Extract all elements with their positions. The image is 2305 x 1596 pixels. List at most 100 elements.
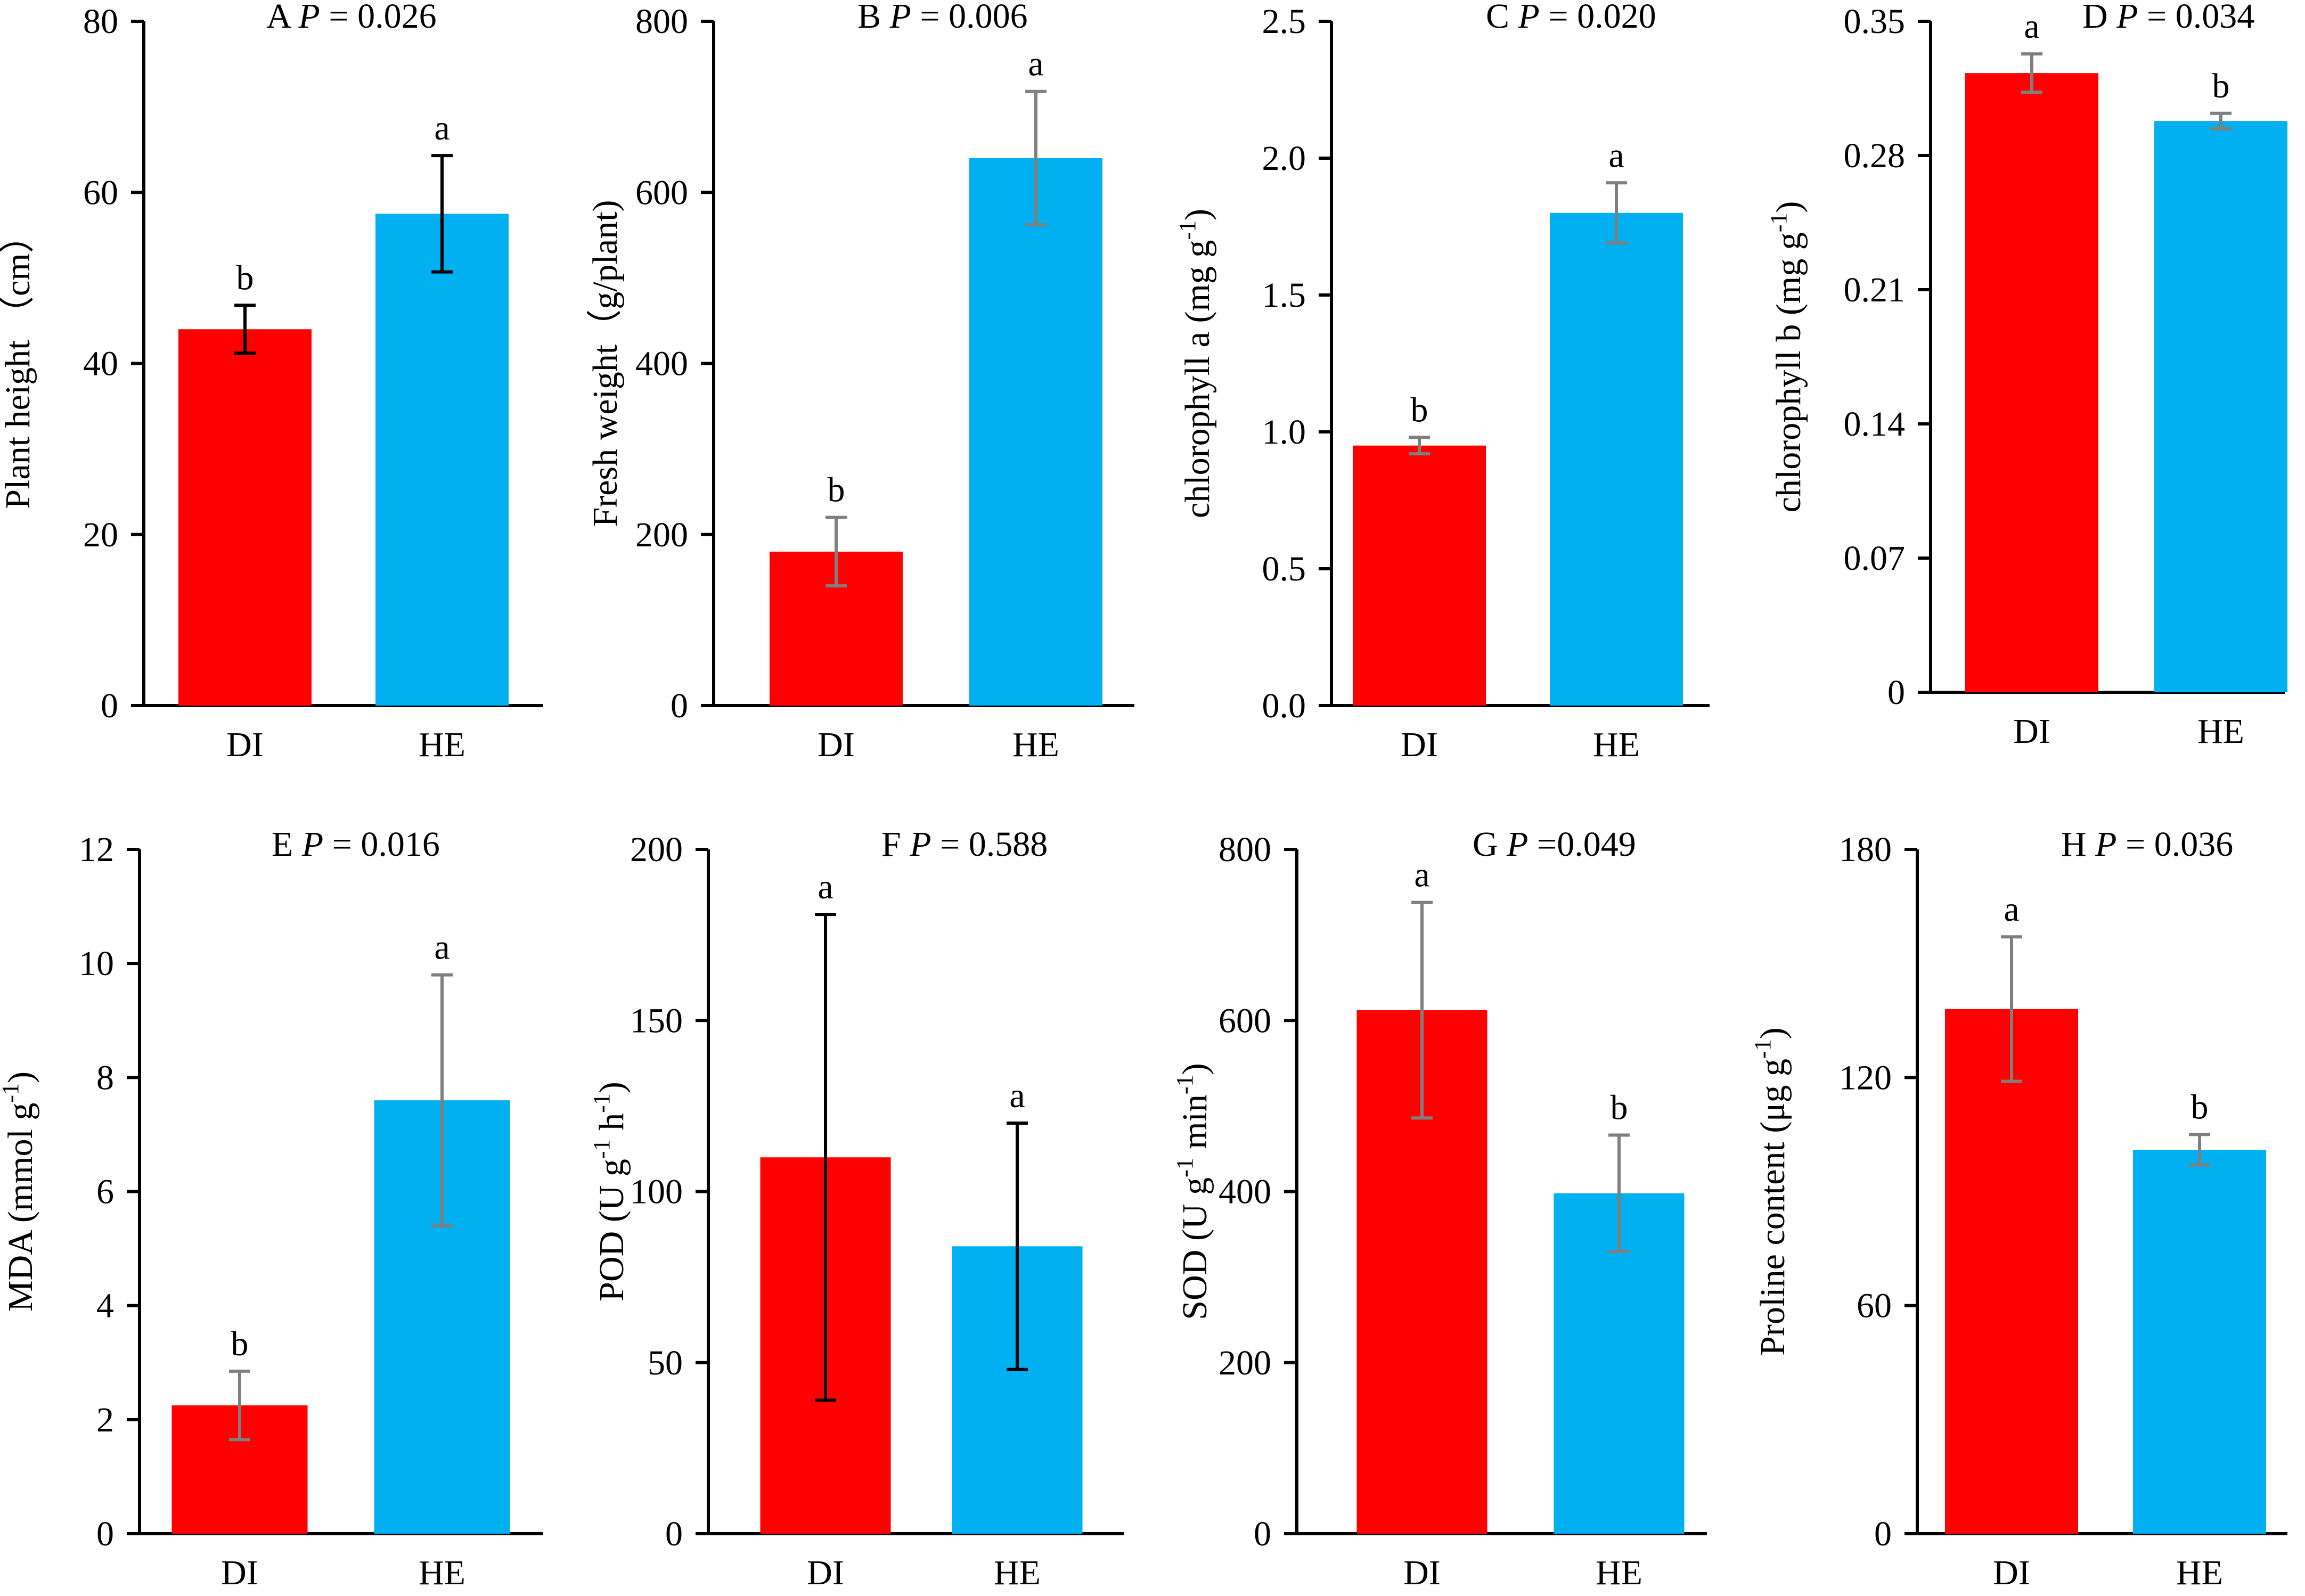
p-value: = 0.026 xyxy=(320,0,437,36)
y-tick-label: 10 xyxy=(79,944,114,983)
p-symbol: P xyxy=(1518,0,1540,36)
p-value: = 0.020 xyxy=(1540,0,1656,36)
panel-title: A P = 0.026 xyxy=(266,0,437,36)
panel-letter: D xyxy=(2082,0,2108,36)
y-tick-label: 800 xyxy=(1219,830,1271,869)
bar-di xyxy=(178,329,312,706)
significance-label: a xyxy=(1009,1076,1025,1115)
y-axis-title-main: Plant height （cm） xyxy=(0,218,37,509)
p-symbol: P xyxy=(909,825,931,864)
panel-e: 0 2 4 6 8 10 12 b DI a HE E P = 0.016 MDA (mmol g-1) xyxy=(0,825,543,1592)
y-tick-label: 400 xyxy=(1219,1173,1271,1212)
panel-letter: E xyxy=(272,825,293,864)
y-axis-title: chlorophyll a (mg g-1) xyxy=(1174,209,1217,518)
y-axis-title: Proline content (μg g-1) xyxy=(1750,1027,1792,1355)
panel-title-gap xyxy=(881,0,890,36)
category-label: HE xyxy=(419,725,465,764)
y-tick-label: 180 xyxy=(1839,830,1892,869)
y-tick-label: 600 xyxy=(1219,1001,1271,1040)
y-axis-title-main: Proline content (μg g xyxy=(1753,1059,1792,1356)
bar-he xyxy=(375,214,509,706)
y-tick-label: 0.14 xyxy=(1844,405,1906,444)
y-tick-label: 0.35 xyxy=(1844,2,1906,41)
y-axis-title-end: ) xyxy=(1175,1063,1214,1075)
p-value: = 0.588 xyxy=(931,825,1048,864)
category-label: HE xyxy=(2197,712,2244,751)
y-axis-title-main: chlorophyll a (mg g xyxy=(1178,240,1217,518)
bar-he xyxy=(1550,212,1683,706)
y-tick-label: 0 xyxy=(1887,673,1905,712)
panel-title-gap xyxy=(290,0,299,36)
y-tick-label: 0 xyxy=(671,686,688,725)
y-tick-label: 60 xyxy=(83,173,118,212)
y-tick-label: 1.5 xyxy=(1262,276,1306,315)
y-axis-title: MDA (mmol g-1) xyxy=(0,1071,40,1312)
y-tick-label: 0.07 xyxy=(1844,539,1906,578)
y-tick-label: 0.0 xyxy=(1262,686,1306,725)
category-label: HE xyxy=(994,1553,1041,1592)
significance-label: b xyxy=(1611,1088,1628,1127)
panel-title-gap xyxy=(2087,825,2096,864)
significance-label: a xyxy=(1028,45,1043,84)
category-label: HE xyxy=(1596,1553,1642,1592)
y-axis-title: chlorophyll b (mg g-1) xyxy=(1765,201,1808,513)
y-axis-title-sup: -1 xyxy=(1750,1039,1776,1059)
panel-title: G P =0.049 xyxy=(1473,825,1636,864)
y-axis-title-sup: -1 xyxy=(588,1139,615,1159)
panel-title-gap xyxy=(293,825,302,864)
y-tick-label: 120 xyxy=(1839,1058,1892,1097)
panel-a: 0 20 40 60 80 b DI a HE A P = 0.026 Plant height （… xyxy=(0,0,543,764)
y-axis-title-main: chlorophyll b (mg g xyxy=(1769,232,1808,512)
panel-d: 0 0.07 0.14 0.21 0.28 0.35 a DI b HE D P = 0.034 ch… xyxy=(1765,0,2287,751)
panel-letter: A xyxy=(266,0,292,36)
panel-title: H P = 0.036 xyxy=(2061,825,2233,864)
y-axis-title-main: POD (U g xyxy=(592,1159,631,1302)
panel-title-gap xyxy=(2108,0,2117,36)
y-tick-label: 80 xyxy=(83,2,118,41)
y-tick-label: 20 xyxy=(83,515,118,554)
y-tick-label: 2.5 xyxy=(1262,2,1306,41)
y-tick-label: 40 xyxy=(83,345,118,383)
y-tick-label: 0 xyxy=(96,1515,114,1553)
category-label: DI xyxy=(2013,712,2050,751)
y-axis-title-end: ) xyxy=(1753,1027,1792,1039)
bar-he xyxy=(2154,121,2287,693)
y-axis-title-main: MDA (mmol g xyxy=(1,1103,40,1312)
p-symbol: P xyxy=(889,0,911,36)
bar-di xyxy=(1353,445,1486,706)
y-axis-title-sup: -1 xyxy=(1765,213,1792,233)
y-tick-label: 0 xyxy=(1874,1515,1892,1553)
panel-letter: F xyxy=(881,825,901,864)
y-tick-label: 0 xyxy=(665,1515,683,1553)
significance-label: a xyxy=(1608,136,1624,175)
p-symbol: P xyxy=(298,0,320,36)
p-value: = 0.034 xyxy=(2138,0,2255,36)
bar-he xyxy=(969,158,1102,706)
p-symbol: P xyxy=(2116,0,2138,36)
significance-label: a xyxy=(434,109,449,148)
y-axis-title-sup: -1 xyxy=(1172,1158,1198,1177)
p-symbol: P xyxy=(2095,825,2116,864)
significance-label: a xyxy=(2004,890,2019,929)
category-label: DI xyxy=(226,725,264,764)
panel-letter: G xyxy=(1473,825,1498,864)
bar-di xyxy=(1945,1009,2078,1534)
significance-label: a xyxy=(434,928,449,967)
y-tick-label: 6 xyxy=(96,1173,114,1212)
significance-label: a xyxy=(818,867,833,906)
y-axis-title-sup2: -1 xyxy=(588,1093,615,1113)
significance-label: b xyxy=(236,258,254,297)
p-symbol: P xyxy=(1506,825,1528,864)
p-value: = 0.016 xyxy=(323,825,440,864)
y-tick-label: 0.21 xyxy=(1844,271,1906,309)
category-label: DI xyxy=(1403,1553,1441,1592)
panel-f: 0 50 100 150 200 a DI a HE F P = 0.588 POD (U g-1 … xyxy=(588,825,1124,1592)
category-label: HE xyxy=(2176,1553,2223,1592)
y-axis-title: POD (U g-1 h-1) xyxy=(588,1082,631,1301)
y-tick-label: 400 xyxy=(635,345,688,383)
panel-letter: B xyxy=(857,0,881,36)
y-tick-label: 150 xyxy=(630,1001,683,1040)
panel-letter: H xyxy=(2061,825,2087,864)
panel-title: E P = 0.016 xyxy=(272,825,440,864)
